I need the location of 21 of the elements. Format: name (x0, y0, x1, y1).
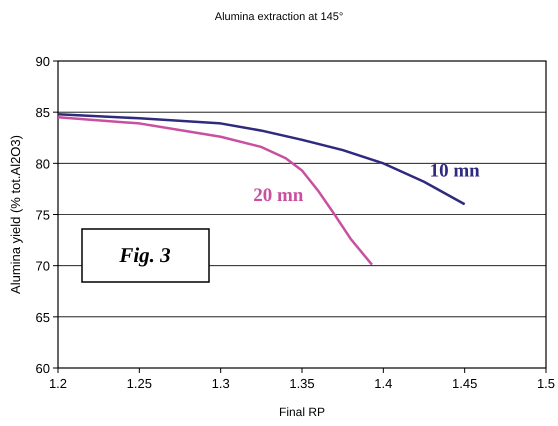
x-tick-label: 1.4 (374, 376, 392, 391)
series-label: 10 mn (430, 160, 480, 182)
chart-title: Alumina extraction at 145° (214, 11, 344, 23)
x-tick-label: 1.45 (452, 376, 478, 391)
y-tick-label: 80 (36, 156, 50, 172)
x-tick-label: 1.5 (536, 376, 556, 391)
y-tick-label: 70 (36, 258, 50, 274)
y-tick-label: 65 (36, 310, 50, 325)
y-tick-label: 75 (36, 208, 50, 222)
x-tick-label: 1.35 (289, 376, 315, 391)
annotation: Fig. 3 (118, 243, 171, 267)
x-tick-label: 1.2 (48, 376, 68, 391)
series-label: 20 mn (253, 184, 304, 206)
y-tick-label: 60 (36, 361, 50, 376)
y-axis-title: Alumina yield (% tot.Al2O3) (8, 135, 23, 294)
line-series (56, 116, 374, 266)
x-tick-label: 1.25 (126, 376, 152, 391)
y-tick-label: 85 (36, 105, 50, 120)
x-axis-title: Final RP (278, 405, 326, 419)
y-tick-label: 90 (36, 54, 50, 69)
x-tick-label: 1.3 (212, 376, 230, 391)
